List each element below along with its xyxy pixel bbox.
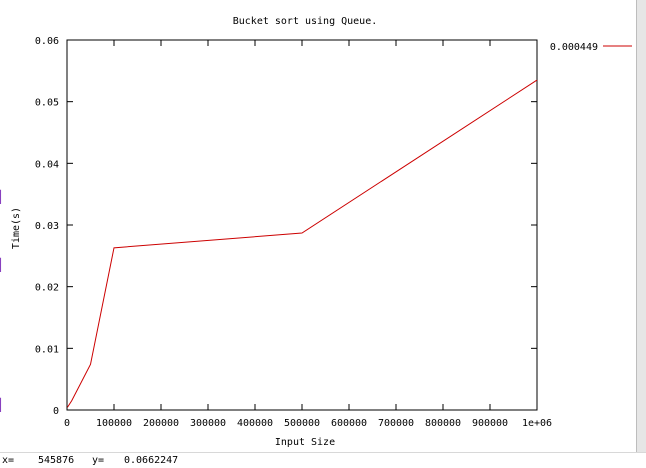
- x-axis: 0 100000 200000 300000 400000 500000 600000 700…: [64, 40, 552, 429]
- x-tick-label: 700000: [378, 418, 414, 429]
- x-axis-label: Input Size: [275, 437, 335, 448]
- status-x-value: 545876: [38, 455, 75, 466]
- y-tick-label: 0.01: [35, 344, 59, 355]
- series-group: [67, 79, 538, 408]
- x-tick-label: 1e+06: [522, 418, 552, 429]
- x-tick-label: 500000: [284, 418, 320, 429]
- legend-label: 0.000449: [550, 42, 598, 53]
- x-tick-label: 600000: [331, 418, 367, 429]
- status-x-label: x=: [2, 455, 15, 466]
- status-y-value: 0.0662247: [124, 455, 179, 466]
- y-tick-label: 0.04: [35, 159, 59, 170]
- series-line: [67, 79, 538, 408]
- y-axis: 0 0.01 0.02 0.03 0.04 0.05 0.06: [35, 36, 537, 417]
- x-tick-label: 400000: [237, 418, 273, 429]
- y-tick-label: 0.03: [35, 221, 59, 232]
- background-window-glyph: │: [0, 190, 5, 204]
- background-window-glyph: │: [0, 258, 5, 272]
- plot-frame: [66, 39, 538, 411]
- plot-canvas: Bucket sort using Queue. 0 0.01 0.02 0.03 0.…: [11, 16, 632, 448]
- window-right-edge: [636, 0, 646, 467]
- status-bar: x= 545876 y= 0.0662247: [0, 452, 646, 468]
- y-tick-label: 0.06: [35, 36, 59, 47]
- y-tick-label: 0.05: [35, 98, 59, 109]
- legend: 0.000449: [550, 42, 632, 53]
- y-tick-label: 0.02: [35, 283, 59, 294]
- x-tick-label: 0: [64, 418, 70, 429]
- x-tick-label: 200000: [143, 418, 179, 429]
- y-axis-label: Time(s): [11, 207, 22, 249]
- x-tick-label: 800000: [425, 418, 461, 429]
- chart-title: Bucket sort using Queue.: [233, 16, 378, 27]
- y-tick-label: 0: [53, 406, 59, 417]
- x-tick-label: 100000: [96, 418, 132, 429]
- status-y-label: y=: [92, 455, 105, 466]
- x-tick-label: 300000: [190, 418, 226, 429]
- background-window-glyph: │: [0, 398, 5, 412]
- x-tick-label: 900000: [472, 418, 508, 429]
